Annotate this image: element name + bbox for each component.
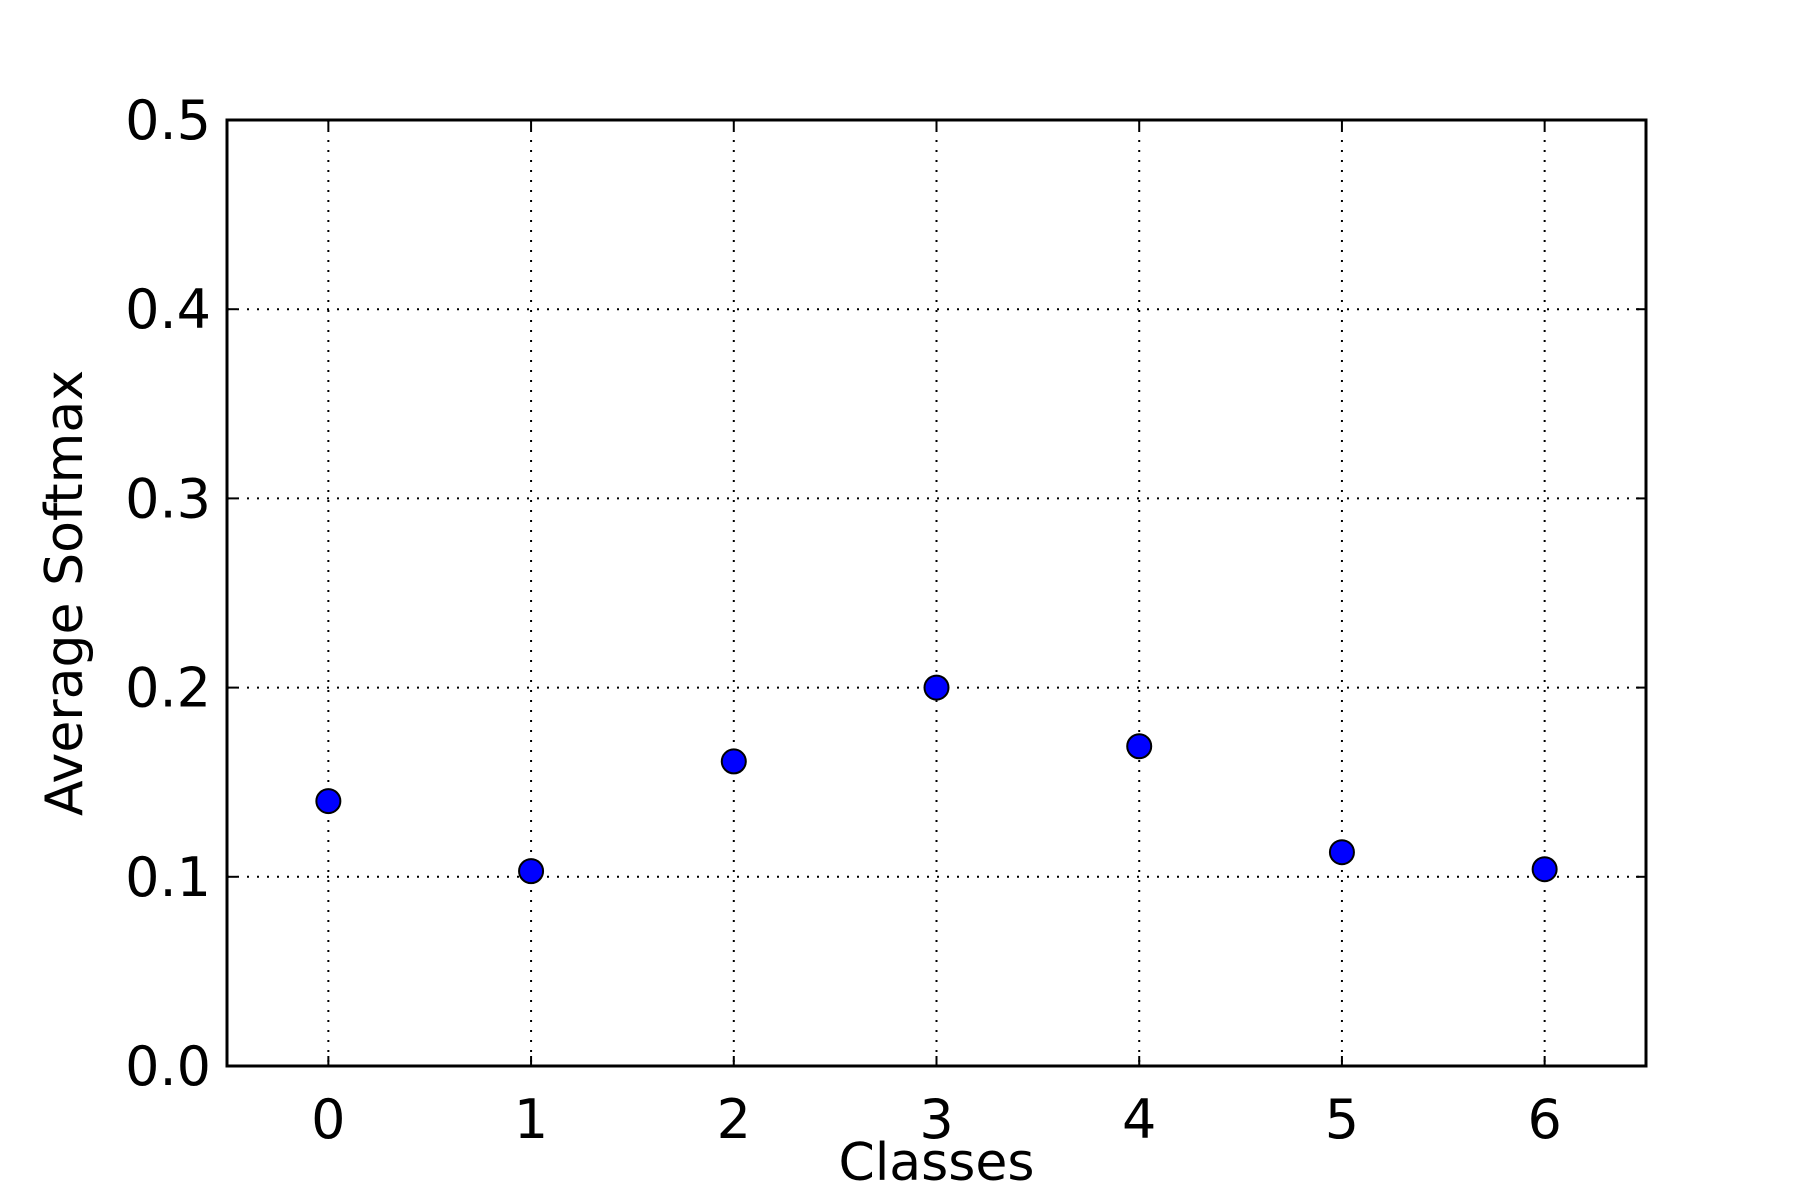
y-tick-label: 0.4 — [125, 278, 211, 341]
x-tick-label: 0 — [311, 1088, 345, 1151]
data-point — [1328, 839, 1355, 866]
x-tick-label: 1 — [514, 1088, 548, 1151]
y-axis-label: Average Softmax — [35, 370, 95, 816]
x-axis-label: Classes — [839, 1133, 1035, 1193]
x-tick-label: 4 — [1122, 1088, 1156, 1151]
x-tick-label: 5 — [1325, 1088, 1359, 1151]
y-tick-label: 0.2 — [125, 657, 211, 720]
x-tick-label: 3 — [919, 1088, 953, 1151]
y-tick-label: 0.0 — [125, 1035, 211, 1098]
y-tick-label: 0.5 — [125, 89, 211, 152]
data-point — [923, 674, 950, 701]
data-point — [720, 748, 747, 775]
x-tick-labels: 0 1 2 3 4 5 6 — [311, 1088, 1562, 1151]
y-tick-label: 0.3 — [125, 467, 211, 530]
y-tick-labels: 0.0 0.1 0.2 0.3 0.4 0.5 — [125, 89, 211, 1098]
data-point — [1531, 856, 1558, 883]
y-tick-label: 0.1 — [125, 846, 211, 909]
x-tick-label: 2 — [717, 1088, 751, 1151]
data-point — [1126, 733, 1153, 760]
plot-frame — [225, 118, 1648, 1068]
data-points — [315, 674, 1558, 885]
x-tick-label: 6 — [1527, 1088, 1561, 1151]
data-point — [518, 858, 545, 885]
data-point — [315, 788, 342, 815]
